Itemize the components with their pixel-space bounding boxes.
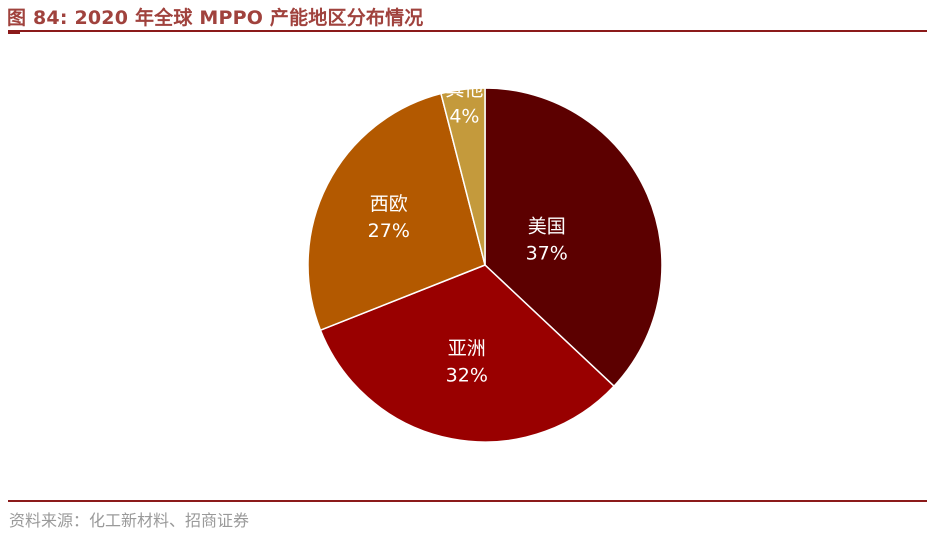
pie-slice-3	[307, 92, 486, 332]
pie-slice-4	[440, 87, 486, 266]
slice-name-label: 亚洲	[448, 338, 486, 360]
slice-name-label: 西欧	[370, 193, 408, 215]
pie-slices	[307, 87, 663, 443]
title-divider-tick	[8, 32, 20, 34]
source-divider	[8, 500, 927, 502]
pie-labels: 美国 37% 亚洲 32% 西欧 27% 其他 4%	[368, 79, 568, 387]
slice-name-label: 美国	[528, 215, 566, 237]
slice-value-label: 37%	[526, 242, 568, 264]
pie-slice-2	[319, 264, 616, 443]
slice-value-label: 4%	[449, 106, 479, 128]
slice-value-label: 32%	[446, 365, 488, 387]
figure-title: 图 84: 2020 年全球 MPPO 产能地区分布情况	[7, 7, 424, 29]
slice-value-label: 27%	[368, 220, 410, 242]
slice-name-label: 其他	[445, 79, 483, 101]
source-note: 资料来源：化工新材料、招商证券	[9, 511, 250, 530]
pie-slice-1	[484, 87, 663, 388]
title-divider	[8, 30, 927, 32]
